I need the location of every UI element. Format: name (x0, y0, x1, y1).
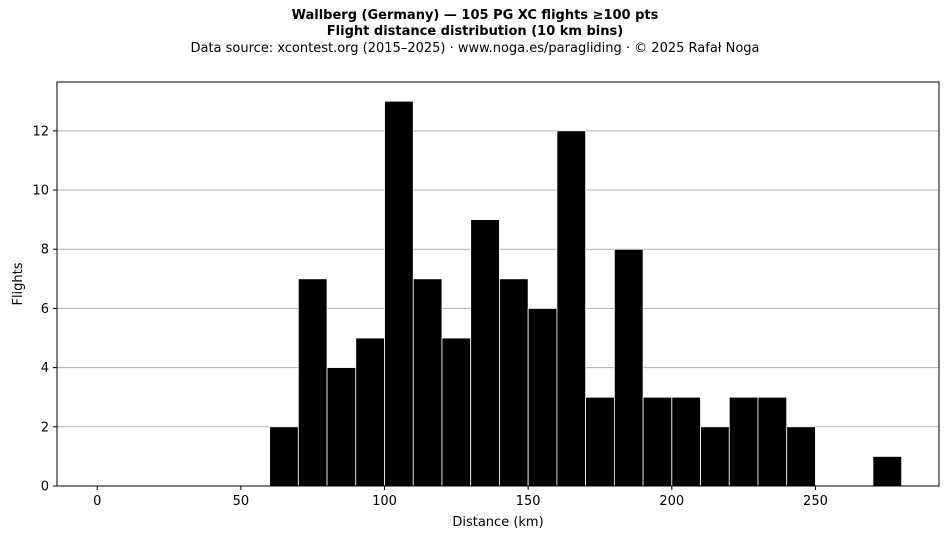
histogram-bar (786, 426, 816, 487)
y-tick-label: 10 (32, 184, 49, 199)
histogram-bar (556, 130, 587, 487)
x-tick-label: 150 (516, 494, 541, 509)
y-axis-ticks: 0 2 4 6 8 10 12 (32, 124, 57, 495)
x-tick-label: 250 (803, 494, 828, 509)
histogram-bar (470, 219, 500, 487)
histogram-bar (499, 278, 529, 487)
x-tick-label: 200 (659, 494, 684, 509)
x-tick-label: 100 (372, 494, 397, 509)
histogram-bar (642, 396, 673, 487)
chart-titles: Wallberg (Germany) — 105 PG XC flights ≥… (0, 8, 950, 57)
histogram-bar (297, 278, 328, 487)
y-tick-label: 4 (41, 361, 49, 376)
chart-title: Wallberg (Germany) — 105 PG XC flights ≥… (291, 8, 659, 23)
histogram-bar (671, 396, 701, 487)
histogram-bar (585, 396, 615, 487)
x-tick-label: 0 (93, 494, 101, 509)
x-axis-label: Distance (km) (452, 515, 543, 530)
histogram-bar (757, 396, 788, 487)
chart-subtitle: Flight distance distribution (10 km bins… (326, 24, 624, 39)
histogram-bar (269, 426, 299, 487)
axes (56, 81, 940, 487)
plot-frame (56, 81, 940, 487)
data-source-caption: Data source: xcontest.org (2015–2025) · … (190, 41, 760, 56)
bars (269, 100, 903, 487)
x-axis-ticks: 0 50 100 150 200 250 (93, 486, 828, 509)
y-tick-label: 8 (41, 243, 49, 258)
histogram-bar (527, 308, 558, 487)
histogram-bar (441, 337, 472, 487)
y-tick-label: 0 (41, 480, 49, 495)
histogram-bar (384, 100, 414, 487)
histogram-bar (728, 396, 759, 487)
x-tick-label: 50 (233, 494, 250, 509)
histogram-bar (872, 456, 903, 487)
y-tick-label: 6 (41, 302, 49, 317)
histogram-bar (613, 248, 644, 487)
y-tick-label: 2 (41, 420, 49, 435)
y-tick-label: 12 (32, 124, 49, 139)
histogram-bar (355, 337, 385, 487)
histogram-bar (700, 426, 730, 487)
histogram-bar (412, 278, 443, 487)
y-axis-label: Flights (11, 262, 26, 305)
histogram-bar (326, 367, 357, 487)
